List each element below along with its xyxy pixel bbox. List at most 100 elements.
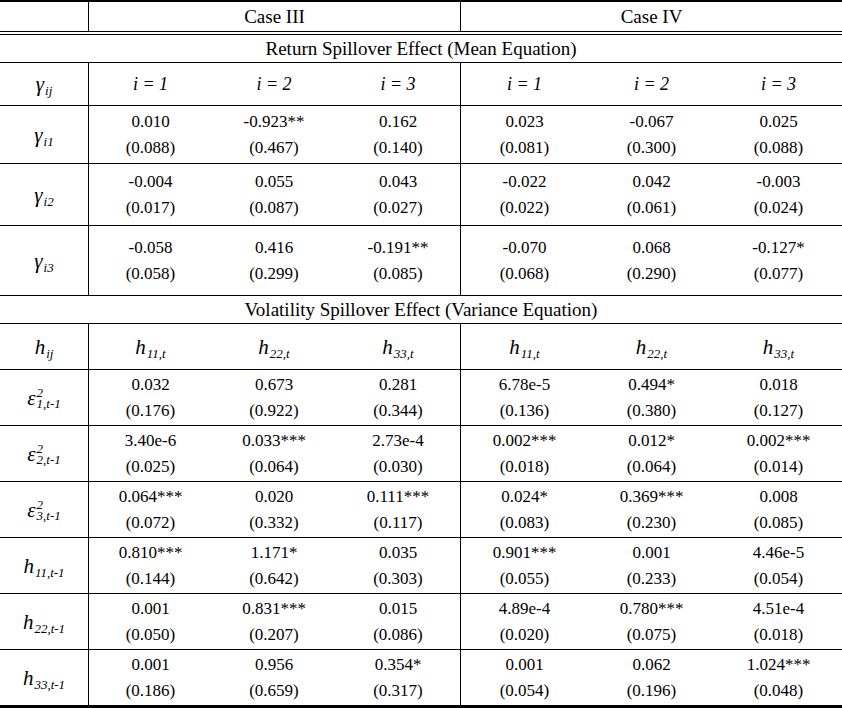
std-error-value: (0.332) (249, 510, 299, 536)
estimate-value: 0.780*** (620, 596, 684, 622)
table-cell: 0.015(0.086) (336, 594, 460, 649)
estimate-value: 4.51e-4 (753, 596, 804, 622)
table-cell: 0.416(0.299) (212, 226, 336, 295)
std-error-value: (0.127) (754, 398, 804, 424)
std-error-value: (0.230) (627, 510, 677, 536)
estimate-value: 0.035 (379, 540, 417, 566)
col-header-case3-i2: i = 2 (212, 63, 336, 105)
row-label-symbol-group: γi3 (34, 249, 53, 273)
std-error-value: (0.207) (249, 622, 299, 648)
estimate-value: 0.001 (632, 540, 670, 566)
estimate-value: 0.673 (255, 372, 293, 398)
std-error-value: (0.136) (500, 398, 550, 424)
estimate-value: 1.171* (251, 540, 298, 566)
estimate-value: -0.004 (129, 169, 173, 195)
table-cell: 0.001(0.186) (88, 650, 212, 705)
table-cell: 0.354*(0.317) (336, 650, 460, 705)
estimate-value: 0.068 (632, 235, 670, 261)
std-error-value: (0.027) (373, 195, 423, 221)
estimate-value: 1.024*** (747, 652, 811, 678)
col-header-symbol-group: h11,t (509, 335, 539, 359)
table-cell: 0.010(0.088) (88, 106, 212, 163)
table-cell: 0.033***(0.064) (212, 426, 336, 481)
symbol-base: h (23, 554, 34, 578)
std-error-value: (0.922) (249, 398, 299, 424)
table-cell: 0.035(0.303) (336, 538, 460, 593)
estimate-value: 0.002*** (493, 428, 557, 454)
estimate-value: 0.111*** (367, 484, 430, 510)
col-header-case4-h22t: h22,t (588, 324, 715, 369)
table-cell: 1.171*(0.642) (212, 538, 336, 593)
col-header-case4-h11t: h11,t (460, 324, 588, 369)
std-error-value: (0.022) (500, 195, 550, 221)
estimate-value: 2.73e-4 (372, 428, 423, 454)
table-cell: 0.042(0.061) (588, 164, 715, 225)
table-cell: 0.001(0.054) (460, 650, 588, 705)
estimate-value: 0.020 (255, 484, 293, 510)
col-header-case4-i1: i = 1 (460, 63, 588, 105)
col-header-case4-i2: i = 2 (588, 63, 715, 105)
std-error-value: (0.176) (126, 398, 176, 424)
symbol-base: h (258, 335, 269, 359)
estimate-value: 0.831*** (242, 596, 306, 622)
row-label: ε21,t-1 (0, 370, 88, 425)
table-cell: 0.023(0.081) (460, 106, 588, 163)
symbol-base: γ (34, 123, 42, 147)
symbol-subscript: 22,t (270, 346, 290, 362)
estimate-value: 0.032 (131, 372, 169, 398)
case-iv-header: Case IV (460, 2, 842, 31)
estimate-value: 0.810*** (119, 540, 183, 566)
std-error-value: (0.317) (373, 678, 423, 704)
symbol-base: γ (34, 249, 42, 273)
estimate-value: 4.46e-5 (753, 540, 804, 566)
estimate-value: 0.002*** (747, 428, 811, 454)
table-cell: -0.070(0.068) (460, 226, 588, 295)
symbol-base: h (35, 335, 46, 359)
variance-section-title: Volatility Spillover Effect (Variance Eq… (0, 296, 842, 324)
table-cell: 0.068(0.290) (588, 226, 715, 295)
row-label-symbol-group: h33,t-1 (23, 666, 65, 690)
estimate-value: 0.001 (131, 652, 169, 678)
col-header-symbol-group: h33,t (382, 335, 413, 359)
symbol-subscript: 1,t-1 (37, 398, 61, 409)
estimate-value: 0.001 (505, 652, 543, 678)
estimate-value: 0.281 (379, 372, 417, 398)
col-header-case3-h11t: h11,t (88, 324, 212, 369)
table-cell: 4.46e-5(0.054) (715, 538, 842, 593)
std-error-value: (0.086) (373, 622, 423, 648)
std-error-value: (0.075) (627, 622, 677, 648)
symbol-base: ε (27, 386, 35, 410)
table-row: γi10.010(0.088)-0.923**(0.467)0.162(0.14… (0, 106, 842, 164)
estimate-value: 0.369*** (620, 484, 684, 510)
estimate-value: -0.923** (244, 109, 305, 135)
std-error-value: (0.081) (500, 135, 550, 161)
symbol-supsub: 21,t-1 (37, 387, 61, 409)
col-header-case4-i3: i = 3 (715, 63, 842, 105)
table-cell: 0.025(0.088) (715, 106, 842, 163)
std-error-value: (0.018) (754, 622, 804, 648)
estimate-value: 0.062 (632, 652, 670, 678)
std-error-value: (0.025) (126, 454, 176, 480)
estimate-value: -0.127* (752, 235, 804, 261)
estimate-value: 0.416 (255, 235, 293, 261)
variance-rows-container: ε21,t-10.032(0.176)0.673(0.922)0.281(0.3… (0, 370, 842, 705)
table-cell: 0.024*(0.083) (460, 482, 588, 537)
estimate-value: 0.025 (759, 109, 797, 135)
std-error-value: (0.085) (754, 510, 804, 536)
symbol-base: ε (27, 442, 35, 466)
table-cell: 0.002***(0.014) (715, 426, 842, 481)
table-cell: 0.831***(0.207) (212, 594, 336, 649)
std-error-value: (0.077) (754, 261, 804, 287)
symbol-base: h (135, 335, 146, 359)
symbol-supsub: 23,t-1 (37, 499, 61, 521)
table-cell: 6.78e-5(0.136) (460, 370, 588, 425)
table-cell: 0.064***(0.072) (88, 482, 212, 537)
std-error-value: (0.054) (754, 566, 804, 592)
table-cell: -0.923**(0.467) (212, 106, 336, 163)
std-error-value: (0.303) (373, 566, 423, 592)
symbol-subscript: i2 (44, 194, 54, 210)
table-cell: 0.008(0.085) (715, 482, 842, 537)
table-cell: 0.032(0.176) (88, 370, 212, 425)
std-error-value: (0.085) (373, 261, 423, 287)
estimate-value: -0.070 (503, 235, 547, 261)
